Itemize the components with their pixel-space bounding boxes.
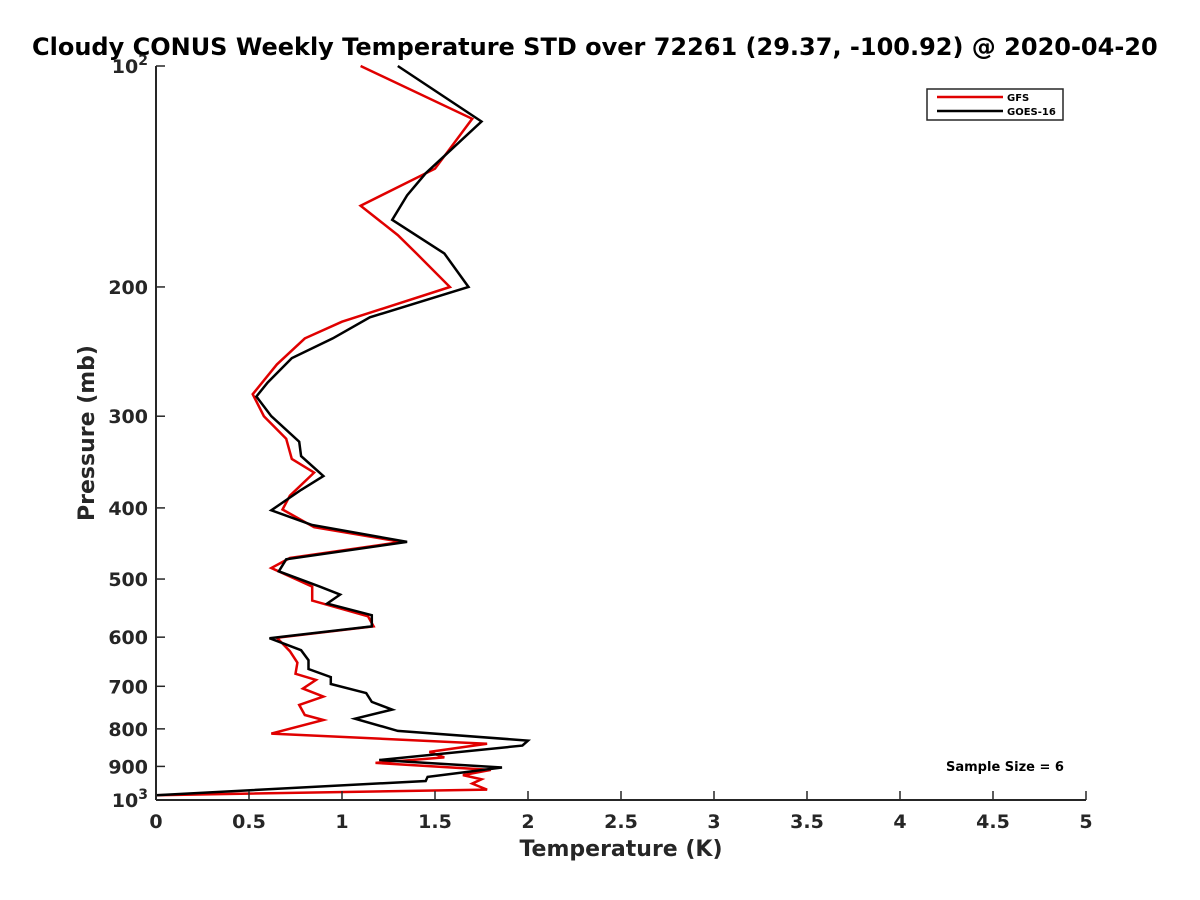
y-axis-label: Pressure (mb) (75, 345, 100, 521)
y-tick-label: 400 (108, 498, 148, 520)
x-tick-label: 4.5 (976, 811, 1010, 833)
x-tick-label: 1.5 (418, 811, 452, 833)
y-tick-label: 800 (108, 719, 148, 741)
x-tick-label: 3 (707, 811, 720, 833)
x-ticks: 0 0.5 1 1.5 2 2.5 3 3.5 4 4.5 5 (149, 791, 1093, 833)
y-tick-label: 103 (112, 787, 148, 812)
y-tick-label: 900 (108, 756, 148, 778)
x-axis-label: Temperature (K) (519, 837, 722, 862)
sample-size-annotation: Sample Size = 6 (946, 760, 1064, 775)
x-tick-label: 1 (335, 811, 348, 833)
y-tick-label: 102 (112, 53, 148, 78)
series-layer (155, 64, 532, 797)
y-ticks: 102 200 300 400 500 600 700 800 900 103 (108, 53, 165, 812)
y-tick-label: 200 (108, 277, 148, 299)
chart-title: Cloudy CONUS Weekly Temperature STD over… (32, 33, 1158, 61)
plot-area (156, 66, 1086, 800)
x-tick-label: 2.5 (604, 811, 638, 833)
y-tick-label: 700 (108, 676, 148, 698)
x-tick-label: 3.5 (790, 811, 824, 833)
legend: GFS GOES-16 (926, 88, 1064, 121)
x-tick-label: 4 (893, 811, 906, 833)
x-tick-label: 2 (521, 811, 534, 833)
y-tick-label: 500 (108, 569, 148, 591)
x-tick-label: 0 (149, 811, 162, 833)
x-tick-label: 5 (1079, 811, 1092, 833)
legend-label-goes16: GOES-16 (1007, 107, 1056, 118)
legend-label-gfs: GFS (1007, 93, 1029, 104)
legend-box (926, 88, 1064, 121)
y-tick-label: 600 (108, 627, 148, 649)
series-line-goes16 (155, 64, 532, 797)
y-tick-label: 300 (108, 406, 148, 428)
x-tick-label: 0.5 (232, 811, 266, 833)
